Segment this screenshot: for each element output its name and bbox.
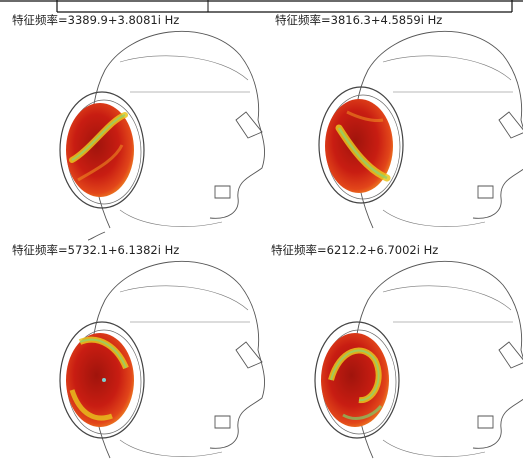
ear-cup (318, 86, 404, 204)
head-outline (87, 30, 265, 241)
ear-cup (314, 321, 400, 439)
panel-mode-4: 特征频率=6212.2+6.7002i Hz (271, 243, 523, 459)
panel-4-caption: 特征频率=6212.2+6.7002i Hz (271, 243, 438, 257)
head-outline (353, 260, 523, 459)
pressure-field (66, 103, 134, 197)
ear-cup (59, 321, 145, 439)
panel-1-caption: 特征频率=3389.9+3.8081i Hz (12, 13, 179, 27)
panel-3-caption: 特征频率=5732.1+6.1382i Hz (12, 243, 179, 257)
panel-2-caption: 特征频率=3816.3+4.5859i Hz (275, 13, 442, 27)
panel-mode-2: 特征频率=3816.3+4.5859i Hz (275, 13, 523, 229)
top-table-strip (0, 0, 523, 13)
pressure-field (66, 333, 134, 427)
head-outline (90, 260, 265, 459)
head-outline (353, 30, 523, 229)
panel-mode-3: 特征频率=5732.1+6.1382i Hz (12, 243, 265, 459)
panel-mode-1: 特征频率=3389.9+3.8081i Hz (12, 13, 265, 241)
ear-cup (59, 91, 145, 209)
